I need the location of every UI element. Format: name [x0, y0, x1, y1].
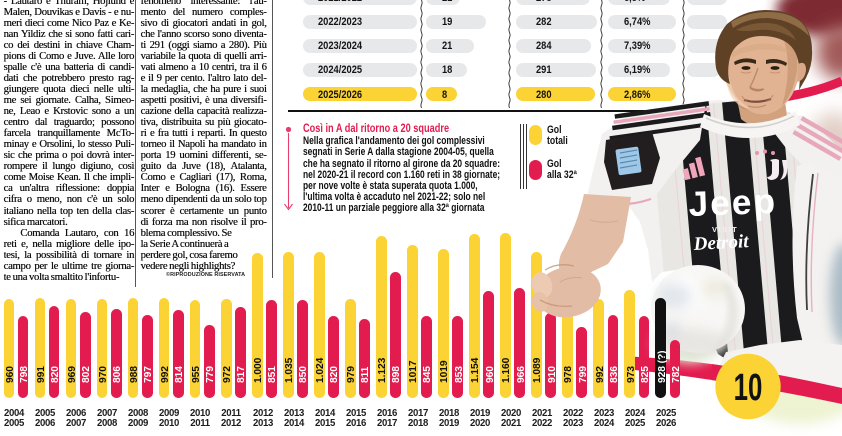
svg-text:Jeep: Jeep: [688, 182, 778, 224]
svg-text:10: 10: [734, 366, 763, 408]
svg-text:Detroit: Detroit: [692, 231, 750, 255]
svg-text:VISIT: VISIT: [712, 225, 738, 234]
